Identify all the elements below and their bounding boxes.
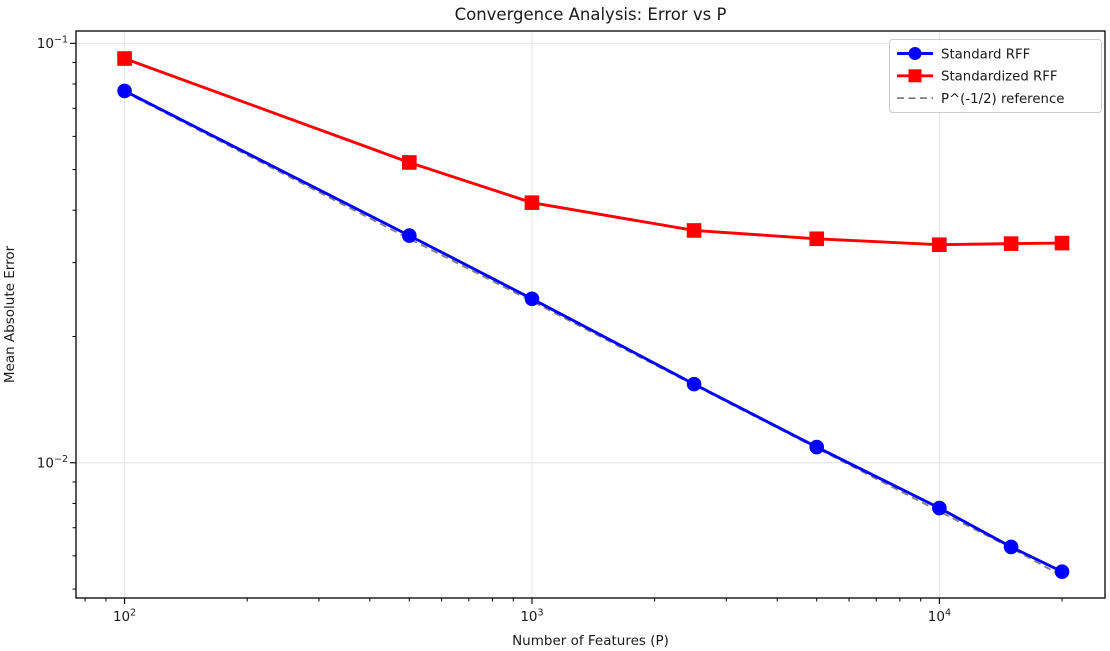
series-standardized-rff xyxy=(117,51,1070,253)
legend-label: Standardized RFF xyxy=(941,70,1058,85)
series-p-1-2-reference xyxy=(124,91,1063,577)
legend-label: P^(-1/2) reference xyxy=(941,92,1064,107)
data-point-square xyxy=(117,51,132,66)
plot-area: 102 103 104 10−1 10−2 xyxy=(37,30,1106,626)
legend-sample-circle xyxy=(908,47,922,60)
x-tick-label: 104 xyxy=(928,608,951,626)
y-axis-label: Mean Absolute Error xyxy=(2,245,18,383)
x-tick-label: 103 xyxy=(520,608,543,626)
data-point-square xyxy=(1003,236,1019,251)
legend: Standard RFF Standardized RFF P^(-1/2) ref… xyxy=(889,39,1102,113)
legend-label: Standard RFF xyxy=(941,47,1030,62)
x-tick-label: 102 xyxy=(113,608,136,626)
data-point-square xyxy=(1054,235,1070,251)
data-point-circle xyxy=(932,500,947,516)
data-point-square xyxy=(809,231,825,247)
series-p-1-2-reference-line xyxy=(124,91,1063,577)
y-tick-label: 10−1 xyxy=(37,34,68,52)
plot-spines xyxy=(75,30,1106,599)
data-point-square xyxy=(686,223,702,238)
legend-box xyxy=(889,39,1102,113)
data-point-square xyxy=(402,155,417,170)
data-point-circle xyxy=(117,83,132,99)
series-standardized-rff-line xyxy=(124,57,1063,247)
chart-title: Convergence Analysis: Error vs P xyxy=(455,5,727,24)
data-point-circle xyxy=(1054,564,1070,579)
y-tick-label: 10−2 xyxy=(37,454,68,472)
legend-sample-square xyxy=(908,69,922,83)
data-point-circle xyxy=(686,376,702,392)
data-point-square xyxy=(932,237,947,253)
series-standard-rff xyxy=(117,83,1070,579)
x-axis-label: Number of Features (P) xyxy=(512,633,669,649)
data-point-square xyxy=(524,195,540,210)
legend-entry: Standardized RFF xyxy=(897,69,1058,85)
data-point-circle xyxy=(809,439,825,455)
data-point-circle xyxy=(1003,539,1019,555)
data-point-circle xyxy=(524,291,540,307)
data-point-circle xyxy=(402,228,417,243)
series-standard-rff-line xyxy=(123,89,1063,573)
legend-entry: Standard RFF xyxy=(897,47,1030,62)
legend-entry: P^(-1/2) reference xyxy=(897,92,1064,107)
